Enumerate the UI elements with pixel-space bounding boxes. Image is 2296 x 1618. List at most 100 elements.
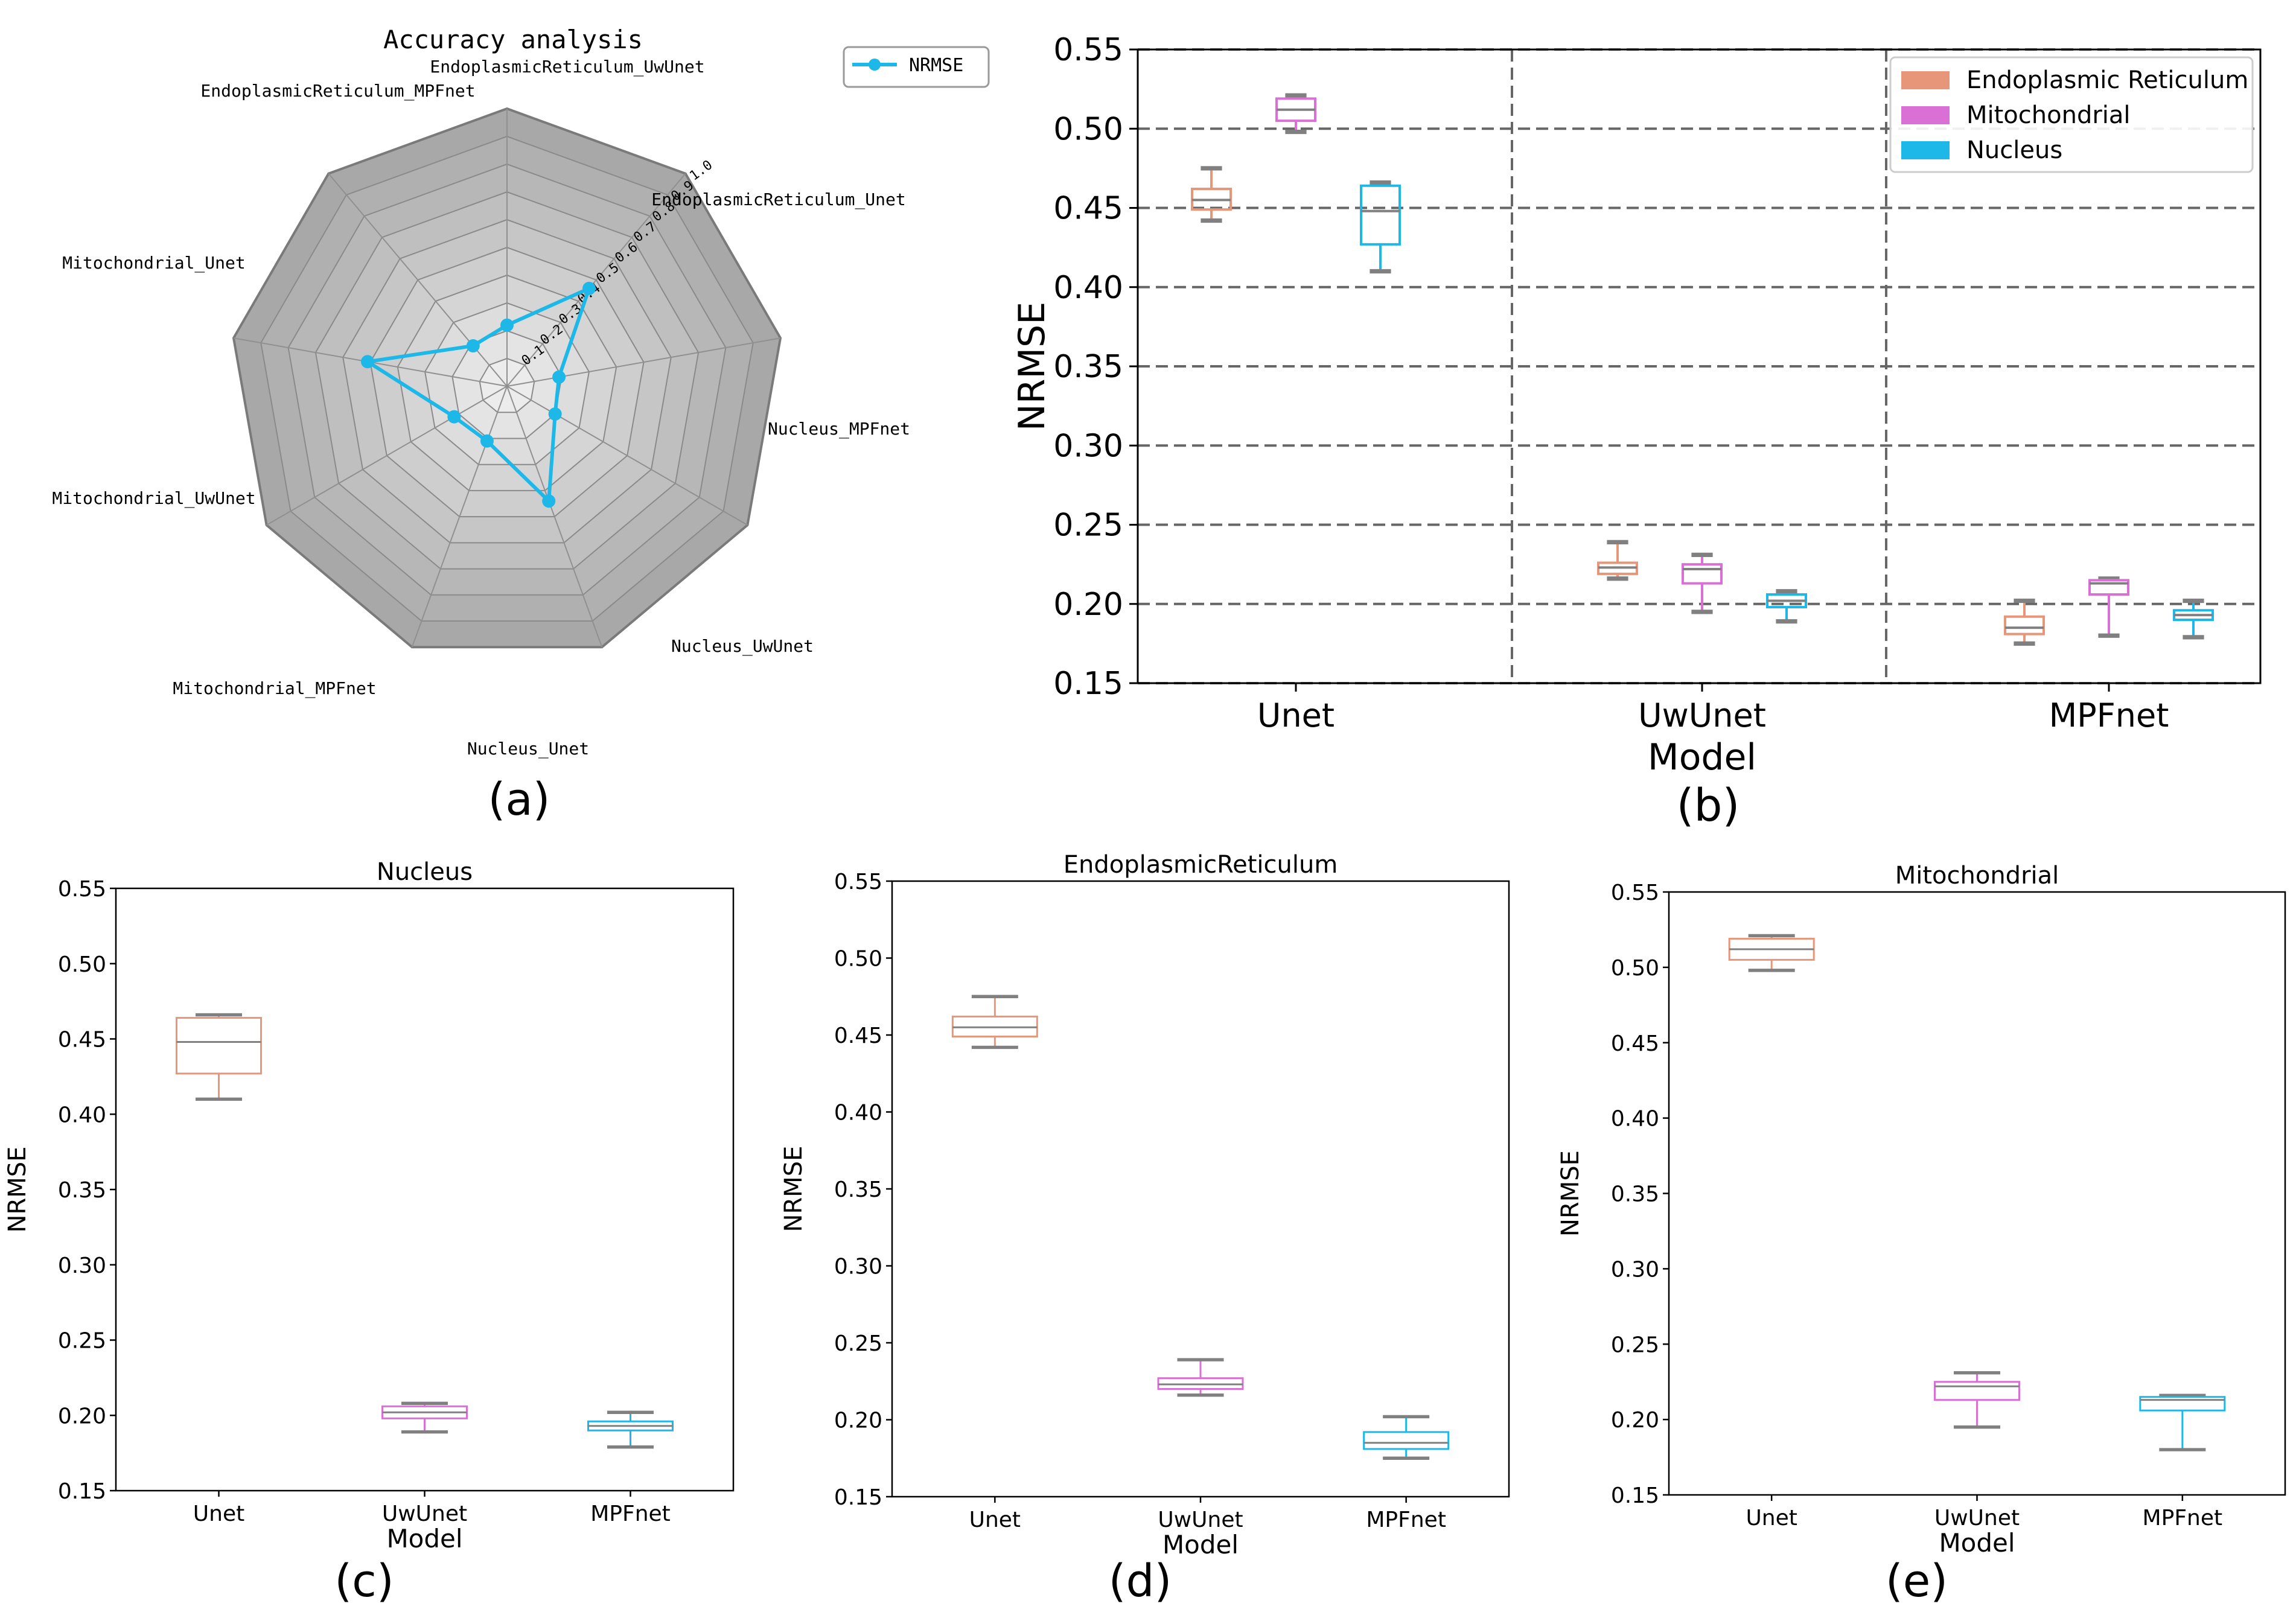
box-body <box>1363 1431 1450 1450</box>
y-tick-label: 0.45 <box>1053 191 1123 227</box>
y-tick-label: 0.45 <box>58 1028 106 1053</box>
x-tick-label: MPFnet <box>2143 1506 2223 1530</box>
y-tick-label: 0.20 <box>58 1404 106 1428</box>
y-tick-label: 0.30 <box>1053 428 1123 464</box>
radar-axis-label: EndoplasmicReticulum_UwUnet <box>430 57 704 77</box>
box-body <box>176 1017 262 1075</box>
radar-rim <box>232 107 782 649</box>
radar-point <box>548 407 562 421</box>
panel-label: (a) <box>488 774 550 826</box>
radar-axis-label: EndoplasmicReticulum_MPFnet <box>200 81 475 101</box>
radar-point <box>542 494 556 508</box>
x-axis-label: Model <box>386 1524 462 1553</box>
x-tick-label: MPFnet <box>2049 696 2169 734</box>
legend-label: Mitochondrial <box>1966 101 2131 129</box>
y-tick-label: 0.50 <box>58 952 106 977</box>
legend: Endoplasmic Reticulum Mitochondrial Nucleu… <box>1889 56 2254 173</box>
box-body <box>2004 615 2045 635</box>
radar-spoke <box>506 386 748 526</box>
y-tick-label: 0.55 <box>1053 32 1123 68</box>
x-tick-label: Unet <box>1257 696 1335 734</box>
legend-label: NRMSE <box>909 55 963 76</box>
x-tick-label: UwUnet <box>382 1502 467 1526</box>
y-tick-label: 0.20 <box>1611 1408 1659 1433</box>
plot-frame <box>891 880 1510 1498</box>
radar-axis-label: Mitochondrial_Unet <box>62 253 245 273</box>
y-tick-label: 0.30 <box>58 1253 106 1278</box>
box-body <box>1682 563 1723 585</box>
x-tick-label: UwUnet <box>1934 1506 2020 1530</box>
x-tick-label: MPFnet <box>1366 1508 1446 1532</box>
radar-point <box>466 339 480 353</box>
radar-spoke <box>506 386 603 648</box>
y-tick-label: 0.40 <box>834 1101 882 1126</box>
grouped-boxplot: 0.15 0.20 0.25 0.30 0.35 0.40 0.45 0.50 0.55 Unet… <box>1011 32 2262 832</box>
radar-point <box>447 410 461 424</box>
radar-axis-label: EndoplasmicReticulum_Unet <box>651 190 905 210</box>
y-tick-label: 0.15 <box>58 1479 106 1504</box>
y-axis-label: NRMSE <box>4 1147 31 1233</box>
panel-label: (e) <box>1886 1555 1948 1607</box>
legend-swatch <box>1901 141 1950 159</box>
radar-spoke <box>411 386 508 648</box>
y-tick-label: 0.25 <box>1053 508 1123 544</box>
legend-frame <box>843 46 990 88</box>
x-tick-label: UwUnet <box>1158 1508 1243 1532</box>
radar-point <box>360 355 374 369</box>
radar-chart: 0.10.20.30.40.50.60.70.80.91.0Endoplasmi… <box>52 25 990 826</box>
y-tick-label: 0.15 <box>1611 1483 1659 1508</box>
radar-tick-label: 1.0 <box>687 158 715 184</box>
box-body <box>2139 1396 2226 1412</box>
y-tick-label: 0.15 <box>834 1485 882 1510</box>
box-body <box>1934 1381 2020 1401</box>
radar-spoke <box>506 173 686 387</box>
y-tick-label: 0.20 <box>1053 587 1123 623</box>
x-tick-label: UwUnet <box>1638 696 1766 734</box>
radar-point <box>500 318 514 332</box>
panel-label: (c) <box>334 1555 394 1607</box>
y-tick-label: 0.25 <box>834 1331 882 1356</box>
box-body <box>1360 184 1401 246</box>
legend-frame <box>1889 56 2254 173</box>
chart-title: EndoplasmicReticulum <box>1063 851 1338 879</box>
panel-label: (b) <box>1677 780 1740 832</box>
y-tick-label: 0.35 <box>58 1178 106 1203</box>
y-tick-label: 0.35 <box>834 1177 882 1202</box>
y-tick-label: 0.30 <box>1611 1257 1659 1282</box>
y-tick-label: 0.15 <box>1053 666 1123 702</box>
radar-axis-label: Nucleus_Unet <box>467 739 589 759</box>
x-tick-label: Unet <box>1746 1506 1797 1530</box>
chart-title: Nucleus <box>377 858 473 886</box>
radar-point <box>552 370 566 384</box>
y-tick-label: 0.55 <box>834 870 882 894</box>
radar-axis-label: Nucleus_MPFnet <box>768 419 910 439</box>
y-axis-label: NRMSE <box>1557 1150 1584 1237</box>
y-tick-label: 0.45 <box>1611 1031 1659 1056</box>
boxplot-c: 0.15 0.20 0.25 0.30 0.35 0.40 0.45 0.50 0.55 Unet… <box>4 858 735 1607</box>
radar-axis-label: Nucleus_UwUnet <box>671 636 814 657</box>
x-tick-label: Unet <box>969 1508 1021 1532</box>
radar-legend: NRMSE <box>843 46 990 88</box>
legend-label: Nucleus <box>1966 136 2062 164</box>
radar-point <box>582 281 596 295</box>
box-body <box>2088 579 2129 596</box>
x-axis-label: Model <box>1648 736 1756 779</box>
y-tick-label: 0.25 <box>58 1329 106 1354</box>
y-axis-label: NRMSE <box>1011 302 1053 431</box>
y-tick-label: 0.25 <box>1611 1333 1659 1357</box>
x-tick-label: MPFnet <box>590 1502 671 1526</box>
y-tick-label: 0.40 <box>1611 1107 1659 1132</box>
boxplot-d: 0.15 0.20 0.25 0.30 0.35 0.40 0.45 0.50 0.55 Unet… <box>780 851 1510 1607</box>
legend-swatch <box>1901 71 1950 89</box>
radar-point <box>480 434 494 448</box>
chart-title: Mitochondrial <box>1895 862 2059 890</box>
y-tick-label: 0.50 <box>834 947 882 972</box>
y-tick-label: 0.55 <box>58 877 106 902</box>
y-tick-label: 0.50 <box>1611 956 1659 981</box>
radar-spoke <box>266 386 508 526</box>
y-tick-label: 0.40 <box>58 1103 106 1127</box>
y-tick-label: 0.50 <box>1053 111 1123 147</box>
y-tick-label: 0.45 <box>834 1024 882 1048</box>
radar-series-line <box>362 285 593 505</box>
